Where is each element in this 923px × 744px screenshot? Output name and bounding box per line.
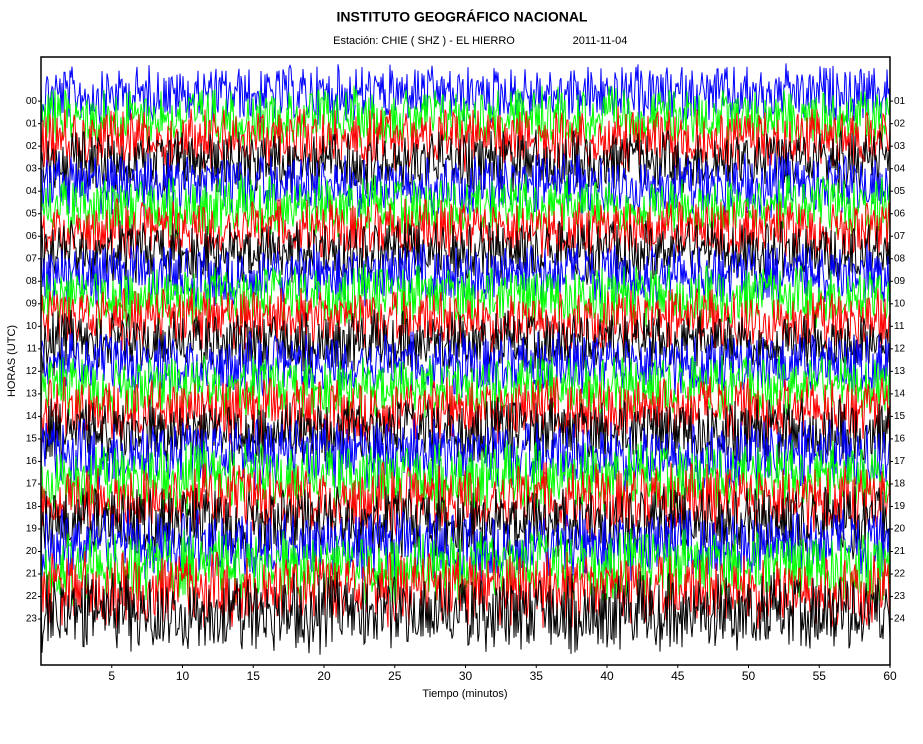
y2-tick-label: 04: [894, 163, 906, 174]
y-tick-label: 15: [26, 434, 38, 445]
seismic-trace: [41, 486, 890, 560]
x-axis-label: Tiempo (minutos): [422, 688, 507, 700]
y2-tick-label: 12: [894, 343, 906, 354]
x-tick-label: 5: [108, 669, 115, 683]
y-tick-label: 03: [26, 163, 38, 174]
seismic-trace: [41, 129, 890, 195]
y2-tick-label: 03: [894, 141, 906, 152]
x-tick-label: 35: [530, 669, 544, 683]
y2-tick-label: 08: [894, 253, 906, 264]
y2-tick-label: 21: [894, 546, 906, 557]
y2-tick-label: 17: [894, 456, 906, 467]
y-tick-label: 23: [26, 614, 38, 625]
y2-tick-label: 07: [894, 231, 906, 242]
seismic-trace: [41, 439, 890, 516]
y2-tick-label: 24: [894, 614, 906, 625]
x-tick-label: 50: [742, 669, 756, 683]
y2-tick-label: 11: [894, 321, 905, 332]
x-tick-label: 15: [247, 669, 261, 683]
y-tick-label: 22: [26, 591, 38, 602]
x-tick-label: 10: [176, 669, 190, 683]
y-tick-label: 02: [26, 141, 38, 152]
traces: [41, 63, 890, 655]
y2-tick-label: 02: [894, 118, 906, 129]
seismic-trace: [41, 570, 890, 655]
x-tick-label: 60: [883, 669, 897, 683]
y2-tick-label: 10: [894, 298, 906, 309]
seismic-trace: [41, 242, 890, 308]
y-tick-label: 13: [26, 389, 38, 400]
chart-title: INSTITUTO GEOGRÁFICO NACIONAL: [337, 9, 588, 25]
y-tick-label: 21: [26, 569, 38, 580]
x-tick-label: 45: [671, 669, 685, 683]
y-tick-label: 17: [26, 479, 38, 490]
y-tick-label: 07: [26, 253, 38, 264]
y-tick-label: 05: [26, 208, 38, 219]
y-tick-label: 00: [26, 96, 38, 107]
seismic-trace: [41, 508, 890, 582]
y2-tick-label: 14: [894, 389, 906, 400]
subtitle: Estación: CHIE ( SHZ ) - EL HIERRO: [333, 35, 515, 47]
y-tick-label: 18: [26, 501, 38, 512]
x-tick-label: 40: [600, 669, 614, 683]
y2-tick-label: 01: [894, 96, 906, 107]
y-tick-label: 20: [26, 546, 38, 557]
y-tick-label: 08: [26, 276, 38, 287]
y2-tick-label: 06: [894, 208, 906, 219]
y-tick-label: 11: [27, 343, 38, 354]
seismic-trace: [41, 173, 890, 240]
y2-tick-label: 20: [894, 524, 906, 535]
y2-tick-label: 16: [894, 434, 906, 445]
y-tick-label: 09: [26, 298, 38, 309]
x-tick-label: 30: [459, 669, 473, 683]
seismic-trace: [41, 198, 890, 261]
date: 2011-11-04: [573, 35, 628, 47]
y-tick-label: 12: [26, 366, 38, 377]
y2-tick-label: 22: [894, 569, 906, 580]
y2-tick-label: 19: [894, 501, 906, 512]
y-tick-label: 14: [26, 411, 38, 422]
seismic-trace: [41, 152, 890, 219]
x-tick-label: 25: [388, 669, 402, 683]
y-tick-label: 10: [26, 321, 38, 332]
y2-tick-label: 09: [894, 276, 906, 287]
y2-tick-label: 23: [894, 591, 906, 602]
y2-tick-label: 05: [894, 186, 906, 197]
seismic-trace: [41, 331, 890, 398]
y-tick-label: 01: [26, 118, 38, 129]
y-axis-label: HORAS (UTC): [6, 325, 18, 397]
y2-tick-label: 18: [894, 479, 906, 490]
seismic-trace: [41, 376, 890, 445]
y2-tick-label: 13: [894, 366, 906, 377]
seismic-trace: [41, 418, 890, 492]
x-tick-label: 20: [317, 669, 331, 683]
y-tick-label: 06: [26, 231, 38, 242]
y2-tick-label: 15: [894, 411, 906, 422]
x-tick-label: 55: [813, 669, 827, 683]
y-tick-label: 16: [26, 456, 38, 467]
y-tick-label: 04: [26, 186, 38, 197]
y-tick-label: 19: [26, 524, 38, 535]
